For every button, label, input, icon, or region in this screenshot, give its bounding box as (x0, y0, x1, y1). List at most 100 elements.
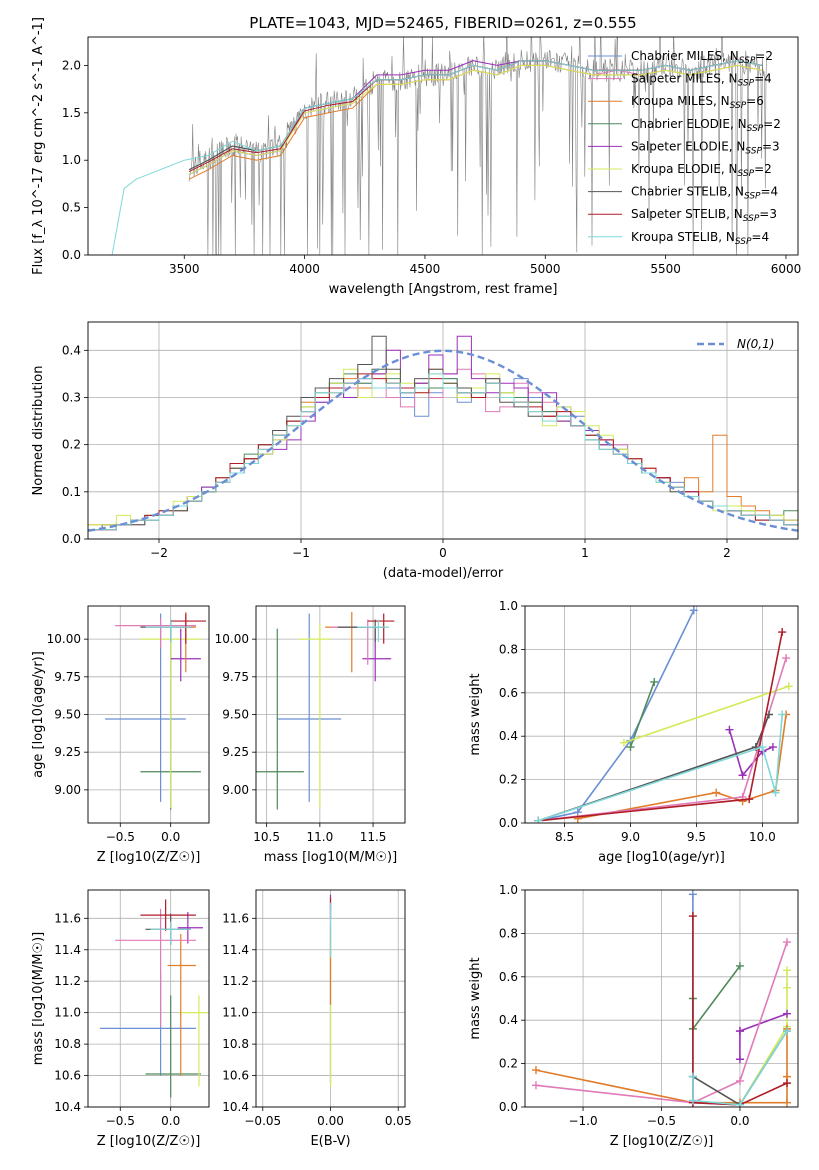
weight-vs-metallicity-panel: −1.0 −0.5 0.0 0.0 0.2 0.4 0.6 0.8 1.0 Z [log10(Z/… (468, 883, 799, 1149)
x-tick-label: −1 (292, 546, 310, 560)
x-tick-label: 5000 (530, 262, 561, 276)
x-axis-label: Z [log10(Z/Z☉)] (97, 1134, 201, 1149)
plus-marker (783, 1027, 792, 1036)
y-tick-label: 11.4 (222, 943, 249, 957)
x-axis-label: mass [log10(M/M☉)] (264, 850, 397, 865)
subscript: SSP (744, 192, 761, 202)
x-tick-label: 10.0 (749, 830, 776, 844)
x-tick-label: 9.0 (621, 830, 640, 844)
x-tick-label: 9.5 (687, 830, 706, 844)
legend-entry: Chabrier STELIB, NSSP=4 (631, 185, 778, 202)
x-tick-label: −0.5 (106, 830, 135, 844)
plus-marker (688, 912, 697, 921)
mass-vs-ebv-panel: −0.05 0.00 0.05 10.4 10.6 10.8 11.0 11.2 11.4 11.… (222, 889, 412, 1149)
weight-line (692, 965, 741, 1032)
y-tick-label: 11.0 (54, 1006, 81, 1020)
errorbar-point (167, 934, 196, 1076)
y-tick-label: 1.5 (62, 106, 81, 120)
y-tick-label: 0.2 (499, 1057, 518, 1071)
y-tick-label: 1.0 (499, 599, 518, 613)
plus-marker (738, 771, 747, 780)
x-tick-label: 3500 (169, 262, 200, 276)
x-axis-label: E(B-V) (310, 1134, 350, 1149)
legend-value: =2 (755, 49, 773, 63)
x-tick-label: 11.0 (306, 830, 333, 844)
y-tick-label: 10.8 (54, 1037, 81, 1051)
x-axis-label: age [log10(age/yr)] (598, 850, 725, 865)
legend-value: =4 (754, 72, 772, 86)
x-tick-label: 0.0 (730, 1114, 749, 1128)
weight-line (535, 941, 788, 1104)
errorbar-point (330, 619, 379, 665)
plus-marker (531, 1066, 540, 1075)
plus-marker (783, 1098, 792, 1107)
x-tick-label: 11.5 (360, 830, 387, 844)
subscript: SSP (735, 237, 752, 247)
legend-value: =2 (763, 117, 781, 131)
x-tick-label: 2 (723, 546, 731, 560)
plot-area (534, 606, 793, 823)
weight-line (692, 916, 788, 1106)
plus-marker (778, 710, 787, 719)
legend-value: =3 (759, 207, 777, 221)
weight-line (537, 714, 783, 822)
y-axis-label: mass weight (468, 957, 483, 1039)
errorbar-point (177, 912, 203, 944)
plus-marker (783, 938, 792, 947)
model-spectrum-line (188, 64, 762, 175)
errorbar-point (357, 619, 390, 643)
legend-value: =4 (761, 185, 779, 199)
plus-marker (688, 1096, 697, 1105)
x-tick-label: 5500 (650, 262, 681, 276)
gaussian-curve (88, 349, 798, 532)
y-tick-label: 9.75 (222, 670, 249, 684)
y-tick-label: 0.6 (499, 970, 518, 984)
plot-area (88, 335, 798, 532)
plus-marker (783, 966, 792, 975)
x-tick-label: 0.0 (161, 830, 180, 844)
legend-entry: Kroupa MILES, NSSP=6 (631, 94, 764, 111)
y-tick-label: 0.8 (499, 642, 518, 656)
x-tick-label: 10.5 (253, 830, 280, 844)
subscript: SSP (745, 146, 762, 156)
plot-area (531, 890, 792, 1107)
y-tick-label: 0.6 (499, 686, 518, 700)
y-tick-label: 0.5 (62, 201, 81, 215)
weight-line (692, 1030, 788, 1106)
y-tick-label: 11.0 (222, 1006, 249, 1020)
legend-entry: Salpeter ELODIE, NSSP=3 (631, 139, 780, 156)
errorbar-point (325, 612, 363, 673)
x-axis-label: wavelength [Angstrom, rest frame] (329, 282, 558, 297)
y-tick-label: 11.4 (54, 943, 81, 957)
observed-spectrum-line (188, 37, 767, 255)
errorbar-point (367, 613, 395, 644)
plus-marker (735, 1100, 744, 1107)
errorbar-point (140, 899, 196, 931)
weight-line (538, 609, 695, 822)
weight-line (739, 970, 788, 1106)
y-axis-label: mass [log10(M/M☉)] (31, 932, 46, 1065)
y-tick-label: 0.3 (62, 390, 81, 404)
y-tick-label: 0.2 (499, 773, 518, 787)
x-tick-label: 6000 (771, 262, 802, 276)
weight-line (538, 631, 783, 822)
y-tick-label: 10.00 (215, 632, 249, 646)
legend: Chabrier MILES, NSSP=2 Salpeter MILES, NS… (588, 49, 781, 247)
y-tick-label: 10.00 (47, 632, 81, 646)
plus-marker (531, 1081, 540, 1090)
y-tick-label: 10.6 (54, 1069, 81, 1083)
axes-frame (87, 605, 210, 824)
plot-area (111, 37, 767, 255)
y-tick-label: 0.4 (499, 729, 518, 743)
plus-marker (735, 1027, 744, 1036)
y-tick-label: 0.8 (499, 926, 518, 940)
errorbar-point (145, 995, 201, 1098)
y-tick-label: 10.4 (54, 1100, 81, 1114)
y-tick-label: 0.2 (62, 438, 81, 452)
plus-marker (534, 816, 543, 823)
y-tick-label: 1.0 (62, 153, 81, 167)
plus-marker (778, 628, 787, 637)
legend-value: =4 (751, 230, 769, 244)
errorbar-point (298, 624, 331, 808)
axes-frame (87, 321, 799, 540)
